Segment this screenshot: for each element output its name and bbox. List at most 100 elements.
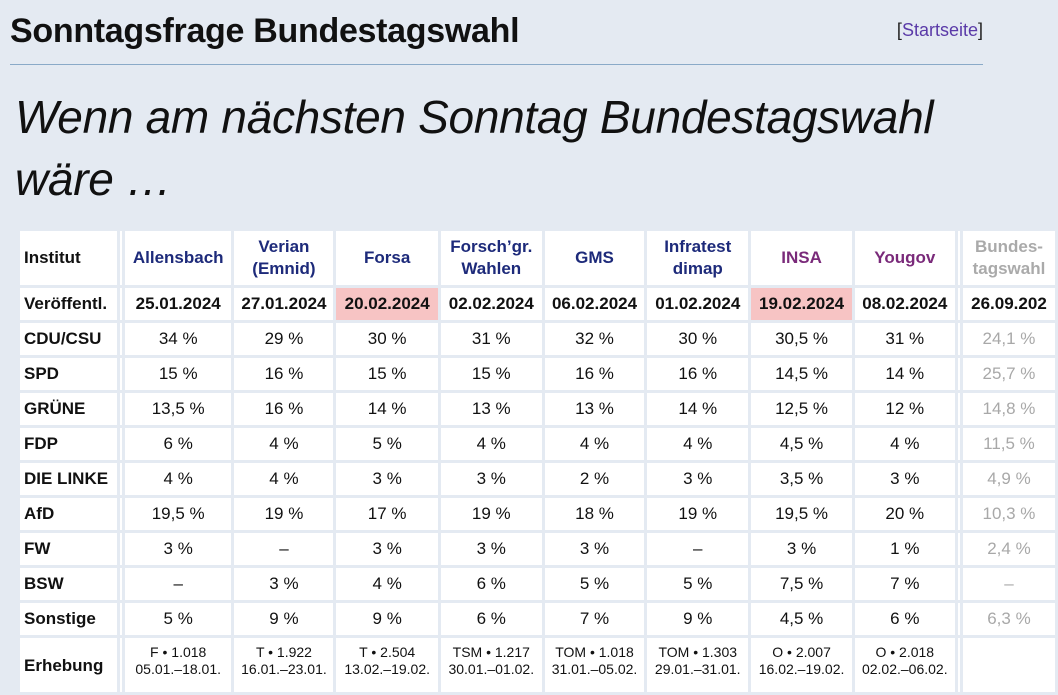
survey-info: TSM • 1.217 30.01.–01.02. [440,638,542,692]
column-divider [957,603,960,635]
column-divider [957,463,960,495]
published-date: 26.09.202 [962,288,1055,320]
institute-name[interactable]: Forsch’gr. Wahlen [450,237,533,278]
poll-value: 10,3 % [962,498,1055,530]
poll-value: 14 % [336,393,438,425]
institute-name[interactable]: INSA [781,248,822,267]
poll-value: 19 % [647,498,749,530]
poll-value: 5 % [124,603,232,635]
column-divider [119,231,122,285]
poll-value: 12,5 % [751,393,852,425]
party-row: AfD 19,5 % 19 % 17 % 19 % 18 % 19 % 19,5 % 20 % 1… [20,498,1055,530]
institute-name[interactable]: Verian (Emnid) [252,237,316,278]
poll-value: 3,5 % [751,463,852,495]
published-date: 25.01.2024 [124,288,232,320]
institute-header[interactable]: Forsch’gr. Wahlen [440,231,542,285]
institute-name[interactable]: GMS [575,248,614,267]
poll-value: 3 % [544,533,645,565]
party-row: CDU/CSU 34 % 29 % 30 % 31 % 32 % 30 % 30,5 % 31 … [20,323,1055,355]
institute-name[interactable]: Yougov [874,248,936,267]
survey-method: O • 2.007 [772,644,831,660]
column-divider [957,568,960,600]
poll-value: 3 % [440,533,542,565]
poll-value: 11,5 % [962,428,1055,460]
column-divider [119,288,122,320]
poll-value: 15 % [440,358,542,390]
poll-value: – [647,533,749,565]
column-divider [957,533,960,565]
poll-value: 15 % [336,358,438,390]
survey-label: Erhebung [20,638,117,692]
poll-value: 6 % [440,603,542,635]
party-row: FDP 6 % 4 % 5 % 4 % 4 % 4 % 4,5 % 4 % 11,5 % [20,428,1055,460]
survey-info [962,638,1055,692]
institute-name[interactable]: Infratest dimap [664,237,732,278]
party-name: DIE LINKE [20,463,117,495]
poll-value: 30,5 % [751,323,852,355]
poll-value: 4,5 % [751,603,852,635]
column-divider [119,358,122,390]
column-divider [119,498,122,530]
poll-value: 9 % [647,603,749,635]
poll-value: 29 % [234,323,334,355]
poll-value: 18 % [544,498,645,530]
poll-value: 9 % [234,603,334,635]
home-link[interactable]: Startseite [901,20,978,40]
published-date: 01.02.2024 [647,288,749,320]
poll-value: 3 % [751,533,852,565]
institute-row: Institut Allensbach Verian (Emnid) Forsa For… [20,231,1055,285]
poll-value: – [234,533,334,565]
poll-value: 17 % [336,498,438,530]
poll-value: 7 % [544,603,645,635]
institute-header[interactable]: GMS [544,231,645,285]
poll-value: 14 % [854,358,955,390]
published-date: 06.02.2024 [544,288,645,320]
poll-value: 5 % [336,428,438,460]
published-date: 20.02.2024 [336,288,438,320]
institute-header[interactable]: Bundes-tagswahl [962,231,1055,285]
poll-value: – [962,568,1055,600]
poll-value: 4 % [336,568,438,600]
poll-value: 5 % [544,568,645,600]
poll-value: 20 % [854,498,955,530]
poll-value: 6 % [854,603,955,635]
column-divider [957,231,960,285]
party-row: BSW –3 % 4 % 6 % 5 % 5 % 7,5 % 7 % – [20,568,1055,600]
survey-info: TOM • 1.303 29.01.–31.01. [647,638,749,692]
bracket-close: ] [977,20,983,40]
poll-value: 34 % [124,323,232,355]
poll-value: 1 % [854,533,955,565]
bracket-open: [ [896,20,902,40]
published-date: 02.02.2024 [440,288,542,320]
institute-header[interactable]: Verian (Emnid) [234,231,334,285]
institute-label: Institut [20,231,117,285]
poll-value: 30 % [336,323,438,355]
survey-method: F • 1.018 [150,644,207,660]
party-row: Sonstige 5 % 9 % 9 % 6 % 7 % 9 % 4,5 % 6 % 6,3 % [20,603,1055,635]
column-divider [957,638,960,692]
party-name: FDP [20,428,117,460]
poll-value: 9 % [336,603,438,635]
poll-value: 6 % [440,568,542,600]
institute-name[interactable]: Allensbach [132,248,224,267]
poll-value: 3 % [440,463,542,495]
institute-header[interactable]: Infratest dimap [647,231,749,285]
poll-value: 3 % [124,533,232,565]
poll-value: 19,5 % [124,498,232,530]
party-row: FW 3 % –3 % 3 % 3 % –3 % 1 % 2,4 % [20,533,1055,565]
institute-header[interactable]: Forsa [336,231,438,285]
survey-info: T • 1.922 16.01.–23.01. [234,638,334,692]
poll-value: 30 % [647,323,749,355]
party-name: Sonstige [20,603,117,635]
institute-header[interactable]: INSA [751,231,852,285]
home-link-wrapper: [Startseite] [897,20,983,41]
institute-header[interactable]: Allensbach [124,231,232,285]
survey-period: 30.01.–01.02. [448,661,535,677]
institute-name[interactable]: Bundes-tagswahl [972,237,1046,278]
poll-value: 13 % [544,393,645,425]
poll-value: 19 % [440,498,542,530]
institute-header[interactable]: Yougov [854,231,955,285]
institute-name[interactable]: Forsa [364,248,411,267]
published-date: 08.02.2024 [854,288,955,320]
poll-value: 4 % [440,428,542,460]
